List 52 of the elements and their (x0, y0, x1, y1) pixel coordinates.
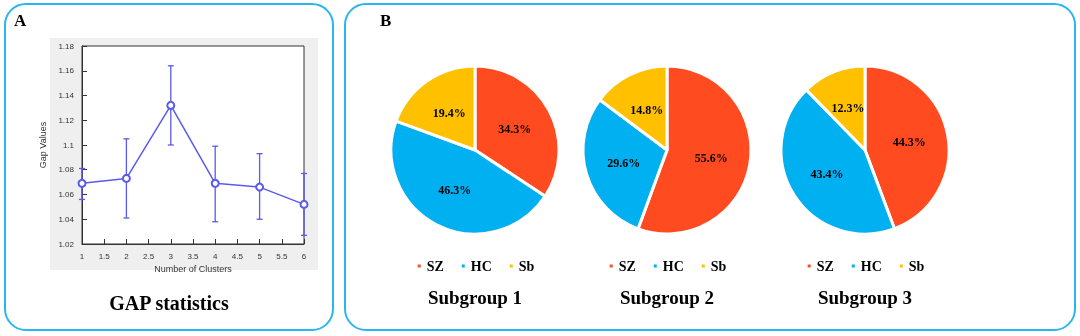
text: B (380, 11, 392, 30)
data-label: 44.3% (892, 134, 926, 149)
y-tick-label: 1.08 (58, 165, 75, 175)
point (77, 178, 87, 188)
legend-label: HC (470, 258, 492, 274)
x-tick-label: 5.5 (276, 251, 288, 261)
y-tick-label: 1.1 (62, 140, 75, 150)
point (121, 173, 131, 183)
y-tick-label: 1.04 (58, 214, 75, 224)
point (255, 182, 265, 192)
x-tick-label: 3.5 (187, 251, 200, 261)
data-label: 12.3% (831, 101, 865, 116)
text: A (14, 11, 27, 30)
y-tick-label: 1.18 (58, 41, 75, 51)
legend-label: Sb (710, 258, 727, 274)
y-tick-label: 1.06 (58, 190, 75, 199)
text: Subgroup 3 (817, 287, 913, 308)
data-label: 46.3% (438, 183, 472, 198)
legend-label: SZ (816, 258, 834, 274)
x-axis-title: Number of Clusters (154, 264, 233, 275)
x-tick-label: 3 (168, 251, 174, 261)
x-tick-label: 4 (212, 251, 218, 261)
data-label: 34.3% (498, 121, 532, 136)
data-label: 29.6% (607, 155, 641, 170)
y-tick-label: 1.02 (58, 239, 75, 249)
data-label: 43.4% (810, 167, 844, 182)
point (299, 199, 309, 209)
legend-label: SZ (426, 258, 444, 274)
legend-label: Sb (908, 258, 925, 274)
x-tick-label: 1 (79, 251, 85, 261)
text: Subgroup 2 (619, 287, 715, 308)
y-axis-title: Gap Values (38, 121, 49, 169)
point (166, 100, 176, 110)
text: GAP statistics (109, 292, 229, 314)
point (210, 178, 220, 188)
legend-label: Sb (518, 258, 535, 274)
data-label: 19.4% (432, 106, 466, 121)
y-tick-label: 1.12 (58, 115, 75, 125)
x-tick-label: 2 (124, 251, 130, 261)
data-label: 55.6% (694, 150, 728, 165)
y-tick-label: 1.14 (58, 91, 75, 100)
legend-label: HC (860, 258, 882, 274)
legend-label: HC (662, 258, 684, 274)
text: Subgroup 1 (427, 287, 523, 308)
x-tick-label: 4.5 (231, 251, 244, 261)
x-tick-label: 5 (257, 251, 263, 261)
x-tick-label: 1.5 (98, 251, 111, 261)
data-label: 14.8% (630, 102, 664, 117)
y-tick-label: 1.16 (58, 66, 75, 76)
x-tick-label: 6 (301, 251, 307, 261)
legend-label: SZ (618, 258, 636, 274)
x-tick-label: 2.5 (143, 251, 155, 261)
